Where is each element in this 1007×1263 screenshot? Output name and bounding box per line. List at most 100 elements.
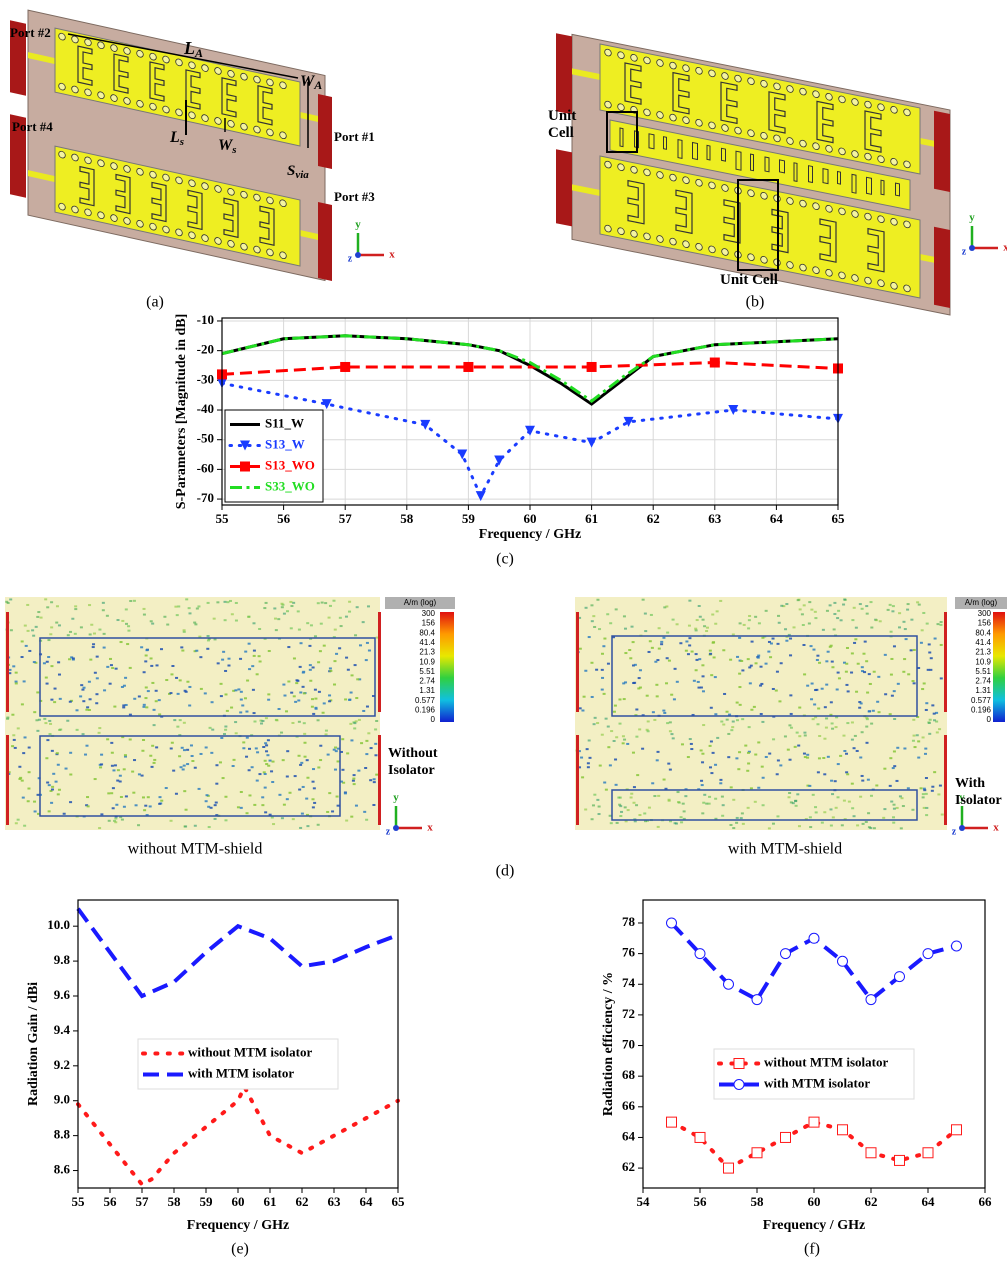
field-dot [42, 662, 46, 665]
field-dot [926, 668, 930, 671]
colorbar-label: 1.31 [975, 686, 991, 695]
field-dot [825, 683, 829, 686]
caption: (d) [496, 863, 515, 880]
field-dot [711, 641, 715, 644]
field-dot [311, 798, 315, 801]
field-dot [831, 793, 835, 796]
colorbar-label: 80.4 [975, 628, 991, 637]
field-dot [180, 646, 184, 649]
field-dot [374, 728, 378, 731]
field-dot [767, 640, 771, 643]
field-dot [49, 789, 53, 792]
via [188, 61, 196, 70]
field-dot [789, 726, 793, 729]
field-dot [802, 643, 806, 646]
via [747, 189, 755, 197]
field-dot [341, 768, 345, 771]
field-dot [858, 706, 862, 709]
legend-label: S13_WO [265, 457, 315, 472]
field-dot [690, 650, 694, 653]
field-dot [197, 787, 201, 790]
field-dot [314, 697, 318, 700]
via [890, 158, 898, 166]
field-dot [350, 739, 354, 742]
field-dot [684, 649, 688, 652]
field-dot [608, 764, 612, 767]
field-dot [830, 779, 834, 782]
field-dot [107, 792, 111, 795]
field-dot [338, 647, 342, 650]
field-dot [252, 712, 256, 715]
field-dot [865, 725, 869, 728]
field-dot [299, 763, 303, 766]
via [97, 41, 105, 50]
field-dot [329, 669, 333, 672]
field-dot [853, 641, 857, 644]
field-dot [224, 725, 228, 728]
via [71, 205, 79, 214]
feed [920, 254, 934, 263]
field-dot [656, 750, 660, 753]
field-dot [100, 753, 104, 756]
field-dot [663, 606, 667, 609]
field-dot [265, 750, 269, 753]
via [903, 220, 911, 229]
field-dot [20, 703, 24, 706]
field-dot [348, 610, 352, 613]
field-dot [56, 793, 60, 796]
field-dot [802, 752, 806, 755]
field-dot [328, 792, 332, 795]
field-dot [124, 703, 128, 706]
field-dot [132, 599, 136, 602]
field-dot [699, 686, 703, 689]
field-dot [296, 610, 300, 613]
via [825, 205, 833, 213]
field-dot [856, 824, 860, 827]
y-axis-label: Radiation efficiency / % [601, 972, 616, 1116]
field-dot [195, 649, 199, 652]
field-dot [647, 806, 651, 809]
field-dot [188, 685, 192, 688]
field-dot [846, 690, 850, 693]
field-dot [645, 819, 649, 822]
field-dot [776, 815, 780, 818]
field-dot [836, 796, 840, 799]
field-dot [75, 709, 79, 712]
field-dot [919, 641, 923, 644]
field-dot [46, 781, 50, 784]
field-dot [282, 612, 286, 615]
field-dot [708, 795, 712, 798]
field-dot [349, 691, 353, 694]
field-dot [271, 760, 275, 763]
field-dot [759, 665, 763, 668]
field-dot [694, 669, 698, 672]
field-dot [266, 754, 270, 757]
field-dot [144, 697, 148, 700]
field-dot [738, 686, 742, 689]
field-dot [149, 657, 153, 660]
field-dot [867, 710, 871, 713]
field-dot [608, 814, 612, 817]
field-dot [73, 632, 77, 635]
field-dot [613, 704, 617, 707]
field-dot [208, 726, 212, 729]
axis-name: x [389, 249, 395, 261]
field-dot [618, 722, 622, 725]
field-dot [319, 759, 323, 762]
field-dot [345, 819, 349, 822]
feed [920, 138, 934, 147]
field-dot [839, 754, 843, 757]
field-dot [100, 763, 104, 766]
x-tick-label: 65 [392, 1194, 406, 1209]
field-dot [86, 805, 90, 808]
field-dot [121, 736, 125, 739]
via [162, 225, 170, 234]
field-dot [287, 646, 291, 649]
field-dot [23, 736, 27, 739]
field-dot [865, 741, 869, 744]
via [708, 69, 716, 78]
via [58, 82, 66, 91]
via [695, 119, 703, 127]
field-dot [11, 745, 15, 748]
field-dot [98, 727, 102, 730]
